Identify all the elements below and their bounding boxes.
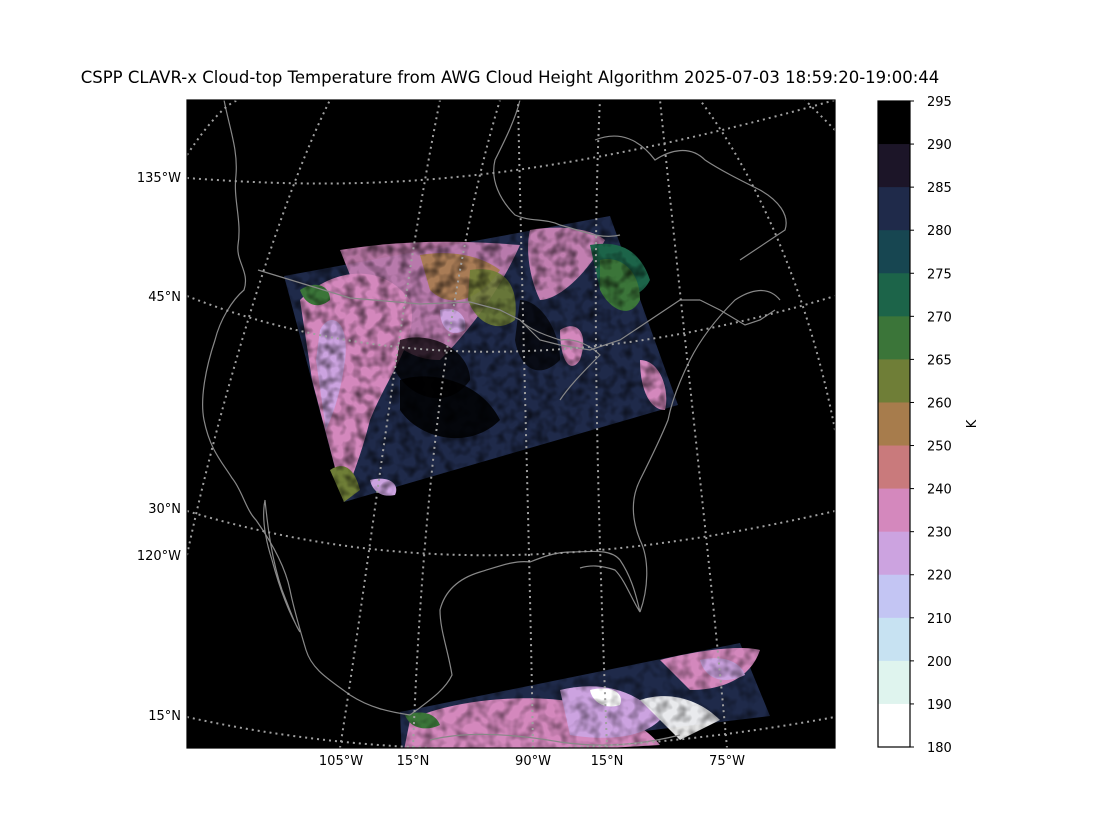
colorbar-segment	[878, 402, 910, 447]
colorbar-tick-label: 240	[927, 483, 952, 498]
colorbar: 295 290 285 280 275 270 265 260 250 240 230 220 210 2…	[877, 95, 952, 756]
colorbar-segment	[878, 660, 910, 705]
colorbar-segment	[878, 101, 910, 145]
colorbar-tick-label: 250	[927, 440, 952, 455]
colorbar-tick-label: 200	[927, 655, 952, 670]
coastlines	[202, 100, 787, 746]
colorbar-tick-label: 190	[927, 698, 952, 713]
colorbar-tick-label: 210	[927, 612, 952, 627]
colorbar-segment	[878, 445, 910, 490]
lat-label-4: 15°N	[148, 709, 181, 724]
colorbar-tick-label: 265	[927, 353, 952, 368]
lat-label-0: 135°W	[137, 171, 181, 186]
colorbar-segment	[878, 316, 910, 360]
cloud-swath-north	[284, 216, 678, 502]
colorbar-unit-label: K	[965, 419, 980, 428]
colorbar-segment	[878, 273, 910, 317]
colorbar-segment	[878, 703, 910, 748]
lon-label-0: 105°W	[319, 754, 363, 769]
colorbar-segment	[878, 488, 910, 533]
colorbar-segment	[878, 617, 910, 662]
colorbar-tick-label: 290	[927, 138, 952, 153]
lon-label-3: 15°N	[591, 754, 624, 769]
colorbar-tick-label: 260	[927, 396, 952, 411]
graticule	[187, 100, 835, 748]
colorbar-tick-label: 275	[927, 267, 952, 282]
colorbar-tick-label: 285	[927, 181, 952, 196]
lat-label-1: 45°N	[148, 290, 181, 305]
lon-label-1: 15°N	[397, 754, 430, 769]
cloud-swath-south	[400, 643, 770, 748]
colorbar-segment	[878, 144, 910, 188]
colorbar-tick-label: 295	[927, 95, 952, 110]
colorbar-tick-label: 280	[927, 224, 952, 239]
lat-label-3: 120°W	[137, 549, 181, 564]
colorbar-segment	[878, 187, 910, 231]
colorbar-tick-label: 180	[927, 741, 952, 756]
lat-label-2: 30°N	[148, 502, 181, 517]
lon-label-2: 90°W	[515, 754, 551, 769]
plot-title: CSPP CLAVR-x Cloud-top Temperature from …	[80, 68, 940, 87]
colorbar-segment	[878, 359, 910, 403]
colorbar-tick-label: 220	[927, 569, 952, 584]
colorbar-tick-label: 230	[927, 526, 952, 541]
colorbar-segment	[878, 531, 910, 576]
map-frame	[186, 99, 836, 749]
lon-label-4: 75°W	[709, 754, 745, 769]
colorbar-tick-label: 270	[927, 310, 952, 325]
colorbar-frame	[877, 100, 911, 748]
colorbar-segment	[878, 574, 910, 619]
colorbar-segment	[878, 230, 910, 274]
